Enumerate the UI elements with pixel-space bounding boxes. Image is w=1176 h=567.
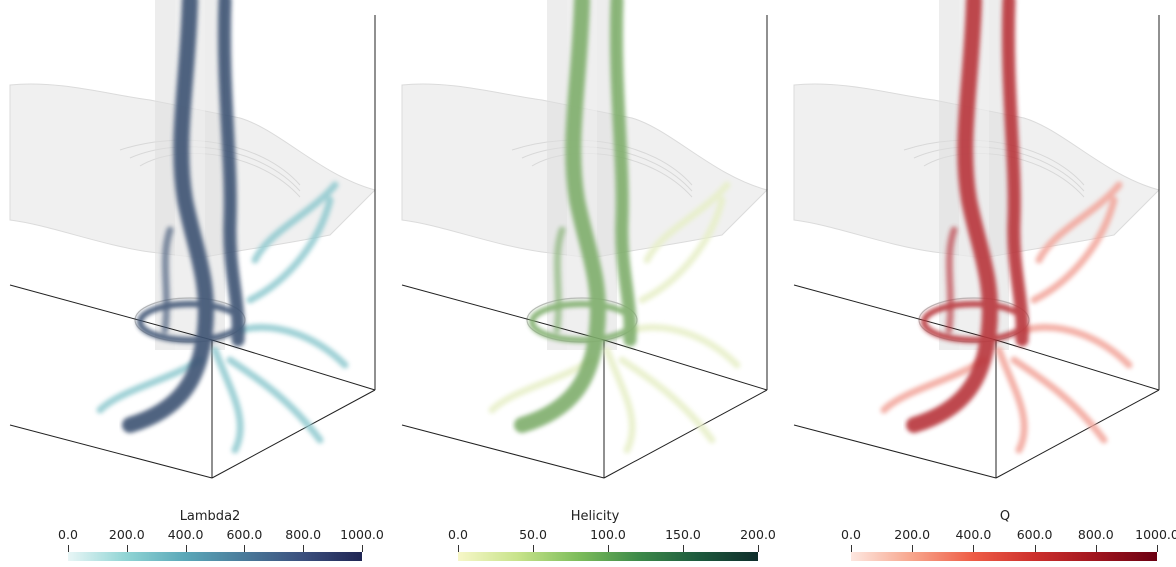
colorbar-title: Helicity	[570, 509, 620, 524]
colorbar-tick-mark	[244, 545, 246, 552]
colorbar-title: Q	[999, 509, 1011, 524]
panel-lambda2	[9, 0, 376, 479]
colorbar-tick-mark	[458, 545, 459, 552]
vortex-tubes	[906, 0, 1029, 433]
colorbar-tick-mark	[912, 545, 914, 552]
colorbar-tick-mark	[68, 545, 69, 552]
colorbar-tick-label: 800.0	[1077, 527, 1114, 542]
colorbar-tick-label: 0.0	[448, 527, 468, 542]
bounding-box	[793, 15, 1160, 479]
colorbar-tick-mark	[1095, 545, 1097, 552]
bounding-box	[9, 15, 376, 479]
colorbar-tick-label: 1000.0	[1135, 527, 1176, 542]
colorbar-tick-label: 600.0	[1016, 527, 1053, 542]
colorbar-tick-label: 200.0	[108, 527, 145, 542]
colorbar-tick-label: 0.0	[58, 527, 78, 542]
colorbar-tick-mark	[533, 545, 534, 552]
colorbar-tick-mark	[126, 545, 128, 552]
colorbar-tick-mark	[1034, 545, 1036, 552]
colorbar-tick-mark	[758, 545, 759, 552]
colorbar-tick-label: 400.0	[955, 527, 992, 542]
colorbar-tick-label: 200.0	[740, 527, 776, 542]
colorbar-tick-mark	[851, 545, 852, 552]
bounding-box	[401, 15, 768, 479]
vortex-tubes	[122, 0, 245, 433]
colorbar-tick-label: 50.0	[519, 527, 547, 542]
colorbar-tick-mark	[683, 545, 684, 552]
colorbar-tick-mark	[303, 545, 305, 552]
colorbar-title: Lambda2	[179, 509, 241, 524]
panel-helicity	[401, 0, 768, 479]
colorbar-tick-label: 1000.0	[340, 527, 384, 542]
vortex-wisps	[880, 181, 1133, 454]
colorbar-tick-label: 0.0	[841, 527, 861, 542]
colorbar-gradient	[851, 552, 1157, 561]
colorbar-tick-label: 600.0	[226, 527, 263, 542]
colorbar-tick-label: 100.0	[590, 527, 626, 542]
colorbar-tick-label: 800.0	[285, 527, 322, 542]
colorbar-tick-mark	[185, 545, 187, 552]
colorbar-tick-label: 200.0	[894, 527, 931, 542]
colorbar-tick-mark	[1157, 545, 1158, 552]
colorbar-tick-mark	[362, 545, 363, 552]
colorbar-tick-label: 150.0	[665, 527, 701, 542]
colorbar-tick-label: 400.0	[167, 527, 204, 542]
panel-q	[793, 0, 1160, 479]
colorbar-gradient	[458, 552, 758, 561]
vortex-wisps	[488, 181, 741, 454]
colorbar-tick-mark	[973, 545, 975, 552]
vortex-tubes	[514, 0, 637, 433]
colorbar-gradient	[68, 552, 362, 561]
colorbar-tick-mark	[608, 545, 609, 552]
